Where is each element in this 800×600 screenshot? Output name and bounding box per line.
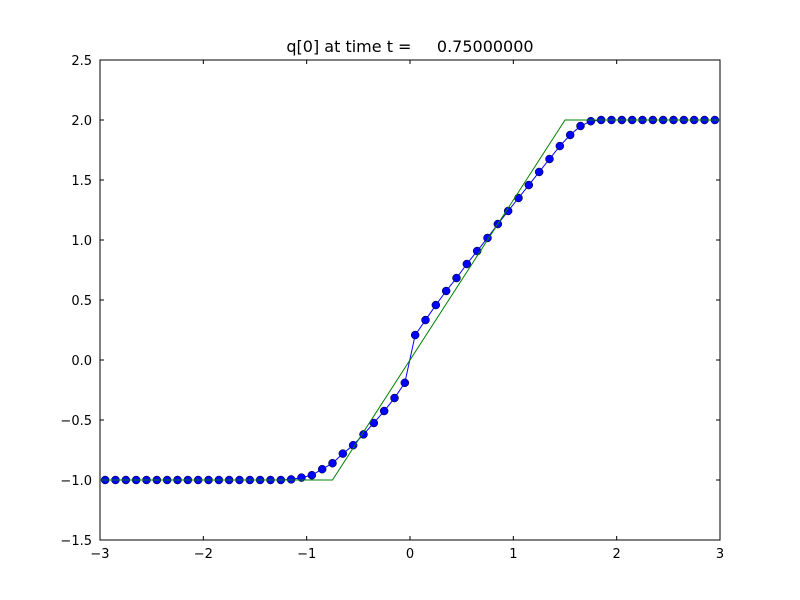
- x-tick-label: 3: [716, 547, 724, 562]
- y-tick-label: −1.5: [60, 534, 92, 549]
- data-point: [534, 167, 544, 177]
- y-tick-label: 1.5: [71, 174, 92, 189]
- data-point: [565, 130, 575, 140]
- data-point: [307, 470, 317, 480]
- y-tick-label: 2.5: [71, 54, 92, 69]
- data-point: [400, 378, 410, 388]
- data-point: [503, 206, 513, 216]
- y-tick-label: 0.5: [71, 294, 92, 309]
- data-point: [328, 458, 337, 468]
- data-point: [555, 141, 565, 151]
- data-point: [514, 193, 523, 203]
- data-point: [410, 330, 420, 340]
- data-point: [379, 406, 389, 416]
- data-point: [452, 273, 461, 283]
- plot-frame: [99, 59, 721, 541]
- data-point: [359, 430, 368, 439]
- data-point: [462, 259, 472, 269]
- data-point: [483, 233, 492, 243]
- y-tick-label: 1.0: [71, 234, 92, 249]
- data-point: [545, 154, 554, 164]
- x-tick-label: 2: [613, 547, 621, 562]
- data-point: [576, 121, 585, 131]
- x-tick-label: −1: [297, 547, 316, 562]
- y-tick-label: 0.0: [71, 354, 92, 369]
- x-tick-label: 1: [509, 547, 517, 562]
- data-point: [421, 315, 430, 325]
- x-tick-label: −3: [90, 547, 109, 562]
- data-point: [524, 180, 534, 190]
- data-point: [338, 449, 348, 458]
- y-tick-label: 2.0: [71, 114, 92, 129]
- y-tick-label: −1.0: [60, 474, 92, 489]
- data-point: [441, 286, 451, 296]
- data-point: [317, 464, 327, 474]
- data-point: [286, 475, 296, 484]
- x-tick-label: −2: [194, 547, 213, 562]
- x-tick-label: 0: [406, 547, 414, 562]
- data-point: [431, 300, 441, 310]
- y-tick-label: −0.5: [60, 414, 92, 429]
- data-point: [390, 393, 399, 403]
- data-point: [586, 116, 596, 126]
- data-point: [348, 440, 358, 450]
- chart-title: q[0] at time t = 0.75000000: [286, 37, 533, 56]
- series-line: [100, 119, 720, 481]
